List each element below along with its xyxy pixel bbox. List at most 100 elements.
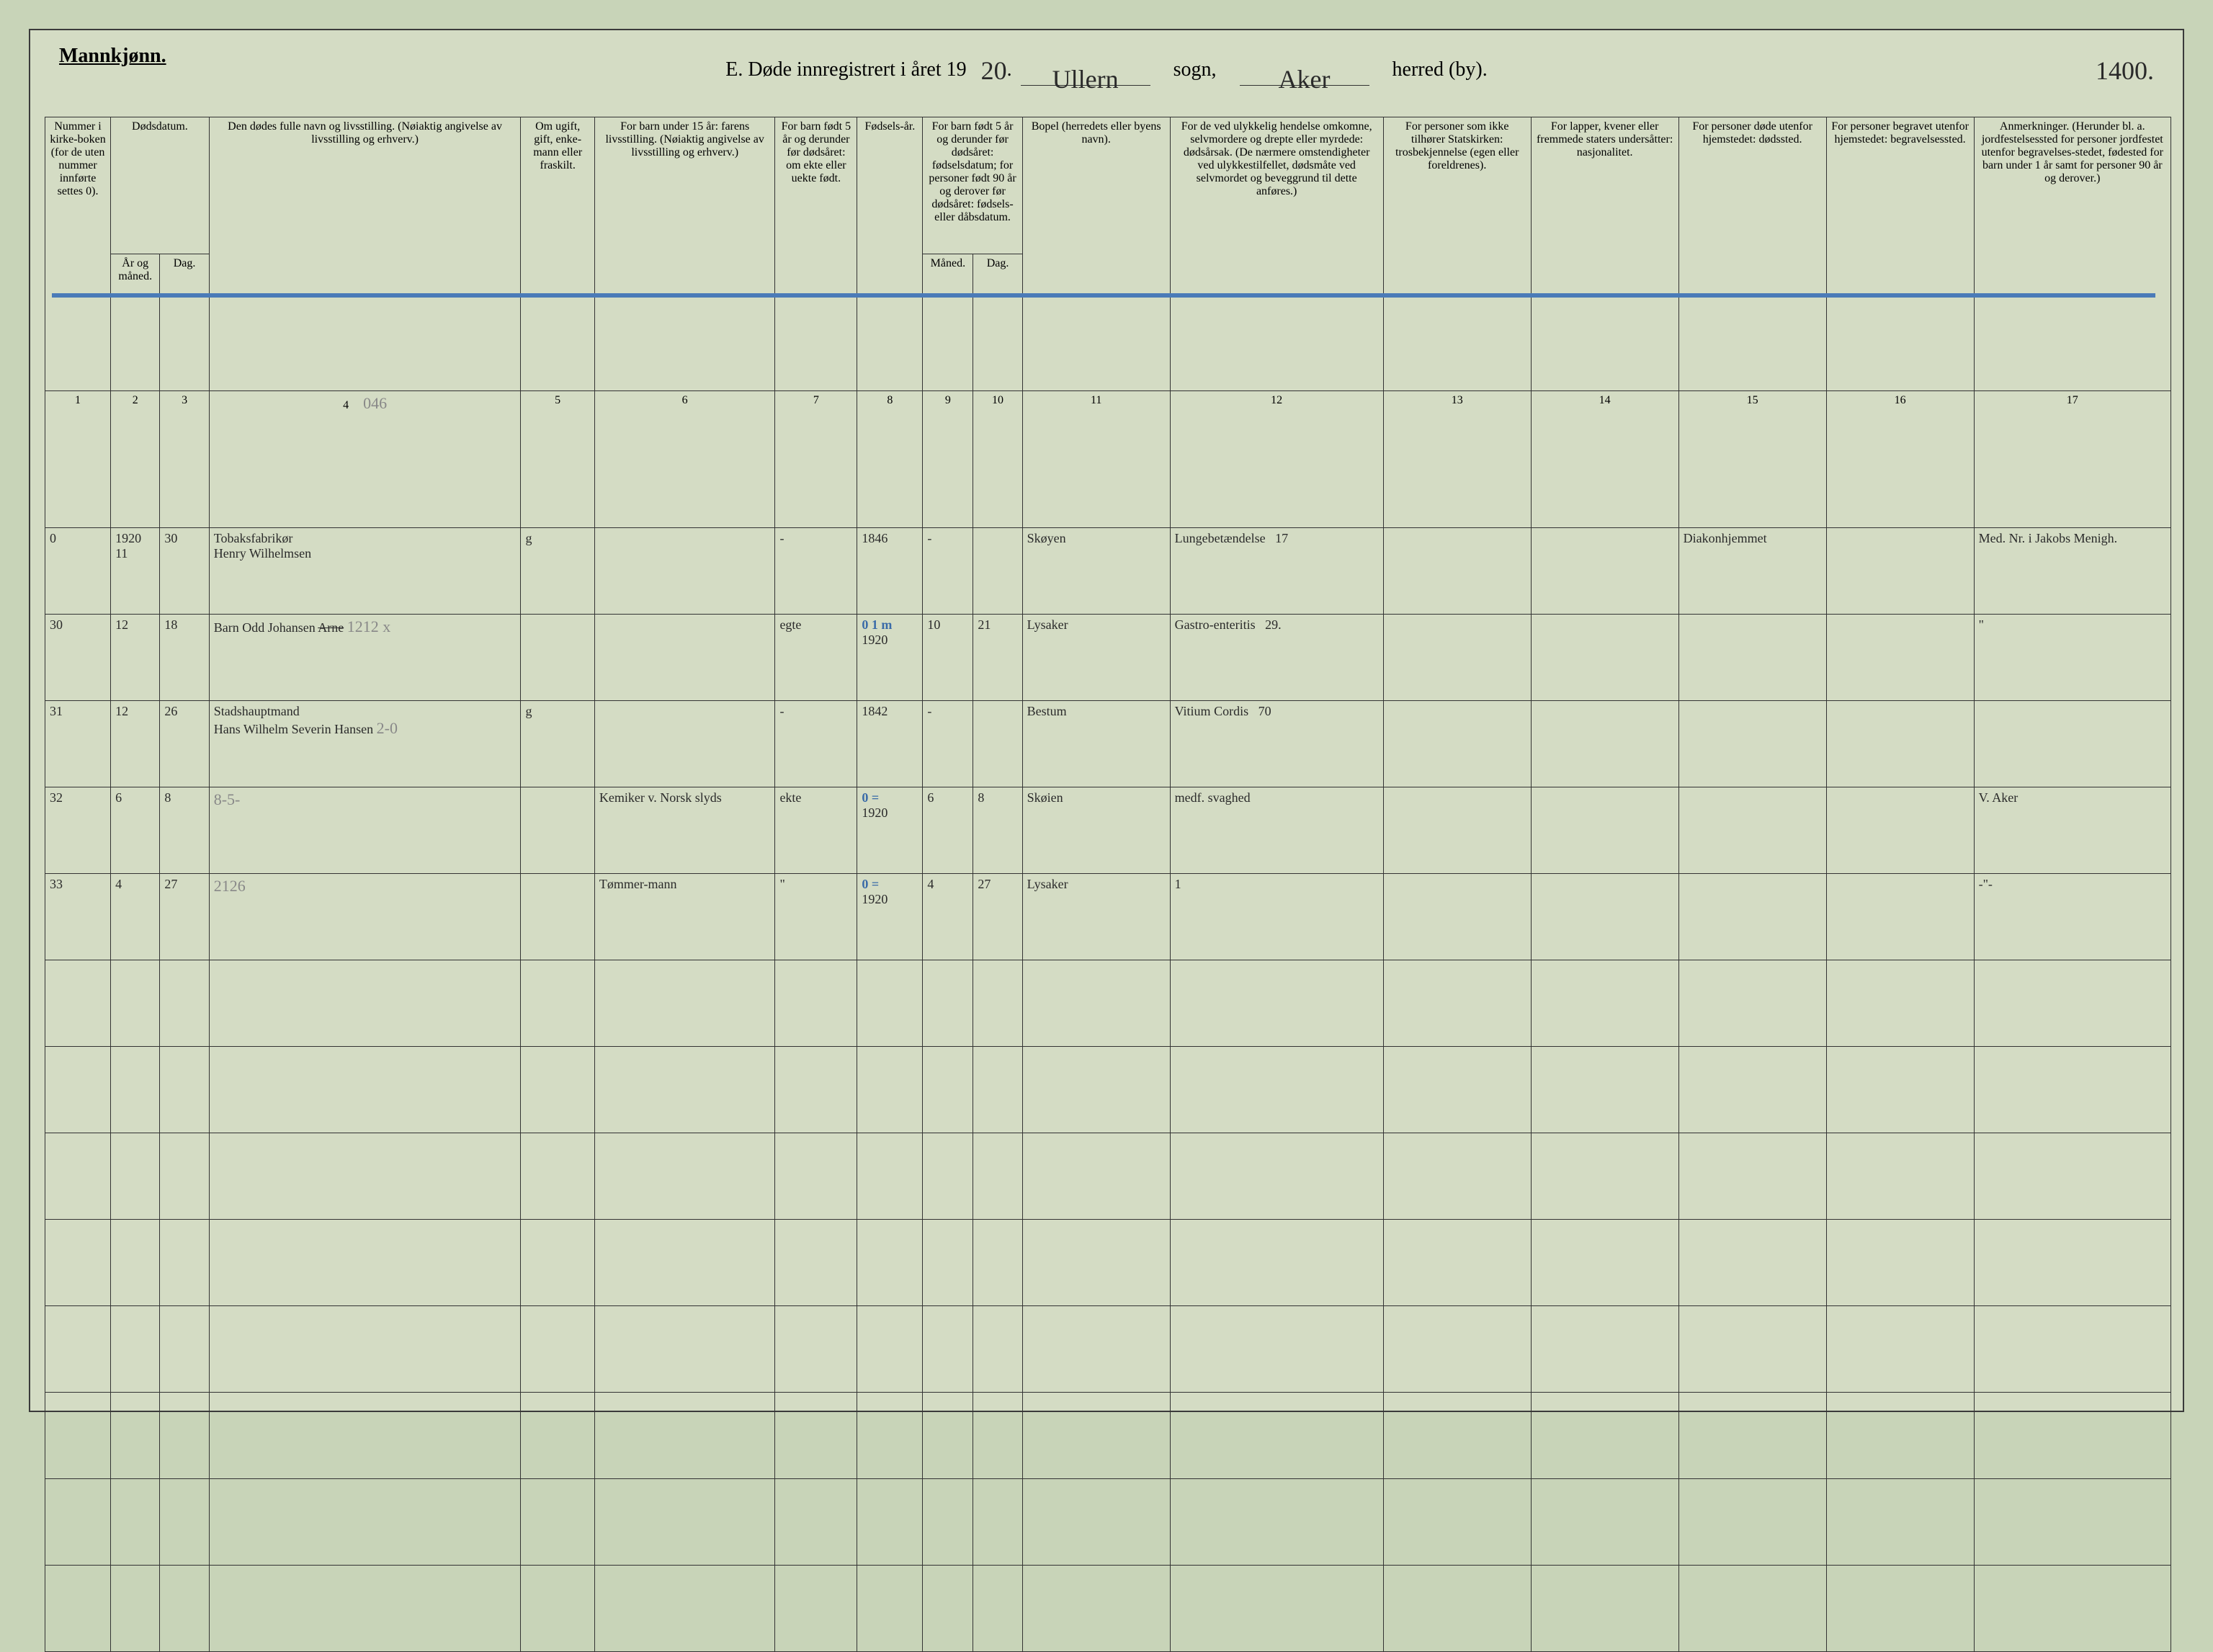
empty-cell: [923, 1133, 973, 1220]
empty-cell: [594, 1133, 775, 1220]
empty-cell: [1826, 1393, 1974, 1479]
cell-cause: Vitium Cordis 70: [1170, 701, 1383, 787]
cn-11: 11: [1022, 391, 1170, 528]
cell-birthm: 10: [923, 615, 973, 701]
empty-cell: [973, 1220, 1022, 1306]
empty-cell: [209, 1393, 521, 1479]
cell-17: [1974, 701, 2170, 787]
empty-cell: [160, 1566, 209, 1652]
cell-birthyear: 1846: [857, 528, 923, 615]
empty-cell: [45, 1566, 111, 1652]
cell-bopel: Skøyen: [1022, 528, 1170, 615]
empty-cell: [923, 1220, 973, 1306]
empty-cell: [521, 1393, 594, 1479]
empty-cell: [111, 1479, 160, 1566]
ledger-table: Nummer i kirke-boken (for de uten nummer…: [45, 117, 2171, 1652]
cell-16: [1826, 615, 1974, 701]
empty-cell: [160, 1393, 209, 1479]
empty-cell: [775, 1479, 857, 1566]
cn-12: 12: [1170, 391, 1383, 528]
empty-cell: [45, 1133, 111, 1220]
empty-cell: [973, 1393, 1022, 1479]
col-5: Om ugift, gift, enke-mann eller fraskilt…: [521, 117, 594, 391]
empty-cell: [1531, 1306, 1678, 1393]
cell-13: [1383, 615, 1531, 701]
cell-num: 32: [45, 787, 111, 874]
cn-7: 7: [775, 391, 857, 528]
empty-cell: [1170, 1393, 1383, 1479]
cell-name: Barn Odd Johansen Arne 1212 x: [209, 615, 521, 701]
empty-cell: [1170, 1306, 1383, 1393]
table-row-empty: [45, 960, 2171, 1047]
empty-cell: [923, 1047, 973, 1133]
empty-cell: [160, 1047, 209, 1133]
empty-cell: [1383, 1566, 1531, 1652]
cn-4: 4 046: [209, 391, 521, 528]
cell-day: 27: [160, 874, 209, 960]
empty-cell: [1826, 1133, 1974, 1220]
cell-name: StadshauptmandHans Wilhelm Severin Hanse…: [209, 701, 521, 787]
empty-cell: [973, 1479, 1022, 1566]
empty-cell: [857, 960, 923, 1047]
col-9: For barn født 5 år og derunder før dødså…: [923, 117, 1022, 254]
empty-cell: [1826, 1047, 1974, 1133]
empty-cell: [1974, 1133, 2170, 1220]
empty-cell: [1974, 960, 2170, 1047]
col-12: For de ved ulykkelig hendelse omkomne, s…: [1170, 117, 1383, 391]
empty-cell: [209, 1306, 521, 1393]
table-row: 33427 2126Tømmer-mann"0 =1920427Lysaker1…: [45, 874, 2171, 960]
empty-cell: [1022, 960, 1170, 1047]
cell-13: [1383, 874, 1531, 960]
col-2: Dødsdatum.: [111, 117, 210, 254]
empty-cell: [209, 960, 521, 1047]
empty-cell: [923, 960, 973, 1047]
cell-bopel: Bestum: [1022, 701, 1170, 787]
table-row: 019201130TobaksfabrikørHenry Wilhelmseng…: [45, 528, 2171, 615]
empty-cell: [775, 1566, 857, 1652]
empty-cell: [1383, 1306, 1531, 1393]
cell-ekte: ": [775, 874, 857, 960]
empty-cell: [857, 1220, 923, 1306]
title-prefix: E. Døde innregistrert i året 19: [725, 58, 966, 81]
empty-cell: [209, 1047, 521, 1133]
cell-birthm: 4: [923, 874, 973, 960]
empty-cell: [45, 1479, 111, 1566]
cell-father: [594, 615, 775, 701]
col-9a: Måned.: [923, 254, 973, 391]
cell-birthd: 27: [973, 874, 1022, 960]
cell-birthm: 6: [923, 787, 973, 874]
cn-17: 17: [1974, 391, 2170, 528]
empty-cell: [45, 960, 111, 1047]
col-15: For personer døde utenfor hjemstedet: dø…: [1678, 117, 1826, 391]
empty-cell: [1678, 1566, 1826, 1652]
empty-cell: [1022, 1220, 1170, 1306]
empty-cell: [111, 1306, 160, 1393]
empty-cell: [594, 1047, 775, 1133]
empty-cell: [1383, 1133, 1531, 1220]
cn-8: 8: [857, 391, 923, 528]
cell-num: 0: [45, 528, 111, 615]
col-2b: Dag.: [160, 254, 209, 391]
empty-cell: [209, 1133, 521, 1220]
empty-cell: [1826, 960, 1974, 1047]
cell-16: [1826, 787, 1974, 874]
empty-cell: [1022, 1133, 1170, 1220]
cn-15: 15: [1678, 391, 1826, 528]
empty-cell: [209, 1220, 521, 1306]
empty-cell: [1531, 1393, 1678, 1479]
col-2a: År og måned.: [111, 254, 160, 391]
empty-cell: [111, 1133, 160, 1220]
empty-cell: [1022, 1306, 1170, 1393]
empty-cell: [857, 1393, 923, 1479]
cell-13: [1383, 701, 1531, 787]
cell-15: [1678, 787, 1826, 874]
cell-day: 26: [160, 701, 209, 787]
empty-cell: [1170, 960, 1383, 1047]
sogn-label: sogn,: [1173, 58, 1217, 81]
empty-cell: [111, 1393, 160, 1479]
cell-num: 30: [45, 615, 111, 701]
cell-bopel: Lysaker: [1022, 615, 1170, 701]
cell-status: [521, 615, 594, 701]
empty-cell: [521, 1566, 594, 1652]
empty-cell: [857, 1047, 923, 1133]
